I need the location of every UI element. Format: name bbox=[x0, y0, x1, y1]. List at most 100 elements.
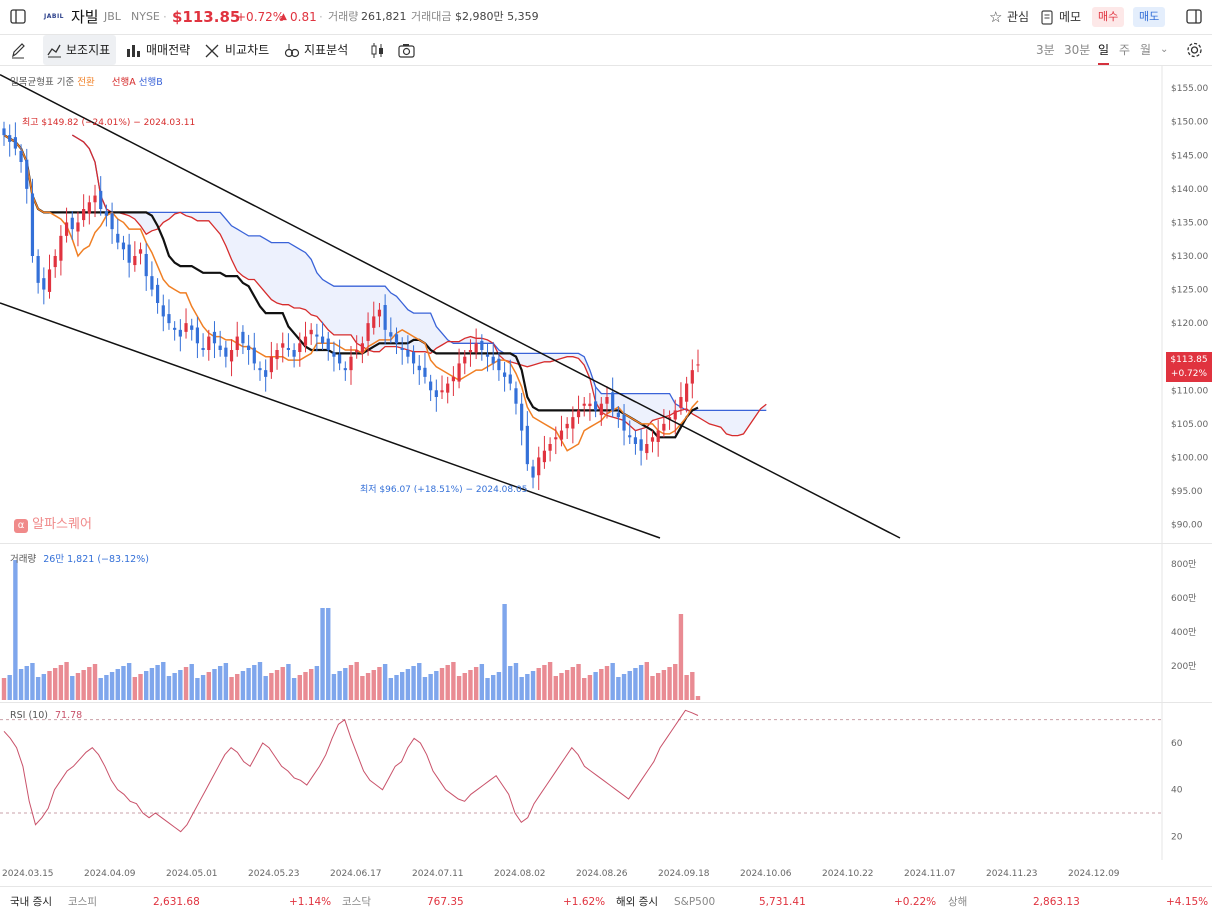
volume-bar bbox=[610, 663, 615, 700]
candle-body bbox=[594, 401, 598, 411]
volume-bar bbox=[604, 666, 610, 700]
volume-bar bbox=[502, 604, 507, 700]
up-arrow-icon: ▲ bbox=[280, 12, 287, 22]
volume-bar bbox=[41, 674, 47, 700]
analysis-button[interactable]: 지표분석 bbox=[283, 35, 348, 65]
pencil-icon[interactable] bbox=[10, 35, 26, 65]
sp500-label[interactable]: S&P500 bbox=[674, 896, 716, 908]
volume-bar bbox=[98, 678, 103, 700]
buy-button[interactable]: 매수 bbox=[1092, 7, 1125, 27]
candle-body bbox=[235, 336, 239, 350]
camera-icon[interactable] bbox=[398, 35, 416, 65]
candle-body bbox=[525, 425, 529, 465]
candle-body bbox=[446, 383, 450, 393]
volume-bar bbox=[485, 678, 490, 700]
analysis-icon bbox=[284, 44, 300, 58]
candle-body bbox=[366, 323, 370, 341]
candle-body bbox=[667, 417, 672, 420]
volume-bar bbox=[547, 662, 553, 700]
price-chart[interactable]: $155.00 $150.00 $145.00 $140.00 $135.00 $130.… bbox=[0, 66, 1212, 544]
compare-button[interactable]: 비교차트 bbox=[204, 35, 269, 65]
candle-body bbox=[76, 222, 80, 232]
candle-body bbox=[195, 327, 200, 344]
volume-bar bbox=[673, 664, 678, 700]
volume-bar bbox=[627, 671, 632, 700]
volume-bar bbox=[70, 676, 75, 700]
period-month[interactable]: 월 bbox=[1140, 43, 1152, 57]
panel-toggle-icon[interactable] bbox=[1186, 0, 1202, 34]
gear-icon[interactable] bbox=[1186, 35, 1203, 65]
candle-body bbox=[93, 195, 97, 203]
date-tick-label: 2024.05.23 bbox=[248, 869, 300, 879]
memo-button[interactable]: 메모 bbox=[1059, 10, 1082, 24]
period-3min[interactable]: 3분 bbox=[1036, 43, 1055, 57]
volume-bar bbox=[678, 614, 684, 700]
sell-button[interactable]: 매도 bbox=[1133, 7, 1166, 27]
candle-body bbox=[212, 331, 217, 344]
volume-bar bbox=[257, 662, 263, 700]
volume-tick-label: 400만 bbox=[1171, 627, 1196, 638]
header-bar: JABIL 자빌 JBL NYSE · $113.85 +0.72% ▲ 0.8… bbox=[0, 0, 1212, 35]
volume-bar bbox=[64, 662, 69, 700]
volume-bar bbox=[553, 676, 558, 700]
candle-body bbox=[30, 193, 35, 256]
candle-body bbox=[372, 316, 376, 328]
candle-body bbox=[173, 327, 177, 330]
period-day[interactable]: 일 bbox=[1098, 35, 1110, 65]
candle-body bbox=[121, 242, 126, 250]
shanghai-label[interactable]: 상해 bbox=[948, 896, 968, 908]
candle-body bbox=[400, 347, 404, 350]
volume-bar bbox=[519, 677, 524, 700]
sidebar-toggle-icon[interactable] bbox=[10, 0, 26, 34]
candle-body bbox=[599, 403, 603, 416]
watch-button[interactable]: 관심 bbox=[1007, 10, 1030, 24]
volume-bar bbox=[81, 670, 86, 700]
star-icon[interactable]: ☆ bbox=[989, 8, 1003, 26]
candle-type-icon[interactable] bbox=[370, 35, 386, 65]
date-axis: 2024.03.15 2024.04.09 2024.05.01 2024.05.23… bbox=[2, 869, 1120, 879]
candle-body bbox=[423, 367, 427, 377]
strategy-button[interactable]: 매매전략 bbox=[125, 35, 190, 65]
compare-label: 비교차트 bbox=[225, 43, 270, 57]
kospi-change: +1.14% bbox=[289, 896, 332, 908]
kospi-label[interactable]: 코스피 bbox=[68, 896, 97, 908]
candle-body bbox=[685, 383, 689, 402]
candle-body bbox=[559, 430, 564, 440]
rsi-chart[interactable]: 60 40 20 bbox=[0, 703, 1212, 860]
volume-bar bbox=[240, 671, 246, 700]
kosdaq-label[interactable]: 코스닥 bbox=[342, 896, 371, 908]
volume-bar bbox=[661, 670, 667, 700]
candle-body bbox=[218, 345, 222, 350]
candle-body bbox=[611, 392, 615, 411]
price-tick-label: $100.00 bbox=[1171, 453, 1208, 463]
candle-body bbox=[628, 435, 632, 438]
indicators-button[interactable]: 보조지표 bbox=[43, 35, 116, 65]
chevron-down-icon[interactable]: ⌄ bbox=[1160, 44, 1169, 55]
candle-body bbox=[656, 430, 660, 442]
period-30min[interactable]: 30분 bbox=[1064, 43, 1091, 57]
candle-body bbox=[679, 397, 683, 409]
candle-body bbox=[13, 137, 17, 149]
candle-body bbox=[292, 350, 296, 357]
volume-bar bbox=[616, 677, 621, 700]
memo-icon[interactable] bbox=[1041, 0, 1053, 34]
volume-bar bbox=[564, 670, 570, 700]
volume-bar bbox=[360, 676, 365, 700]
volume-bar bbox=[513, 663, 519, 700]
volume-chart[interactable]: 800만 600만 400만 200만 bbox=[0, 544, 1212, 702]
volume-bar bbox=[576, 664, 581, 700]
candle-body bbox=[19, 150, 23, 162]
rsi-tick-label: 60 bbox=[1171, 739, 1183, 749]
volume-bar bbox=[166, 676, 172, 700]
volume-bar bbox=[650, 676, 655, 700]
period-week[interactable]: 주 bbox=[1119, 43, 1131, 57]
volume-bar bbox=[195, 678, 200, 700]
candle-body bbox=[343, 368, 347, 371]
volume-bar bbox=[354, 662, 359, 700]
candle-body bbox=[275, 350, 279, 360]
sp500-change: +0.22% bbox=[894, 896, 937, 908]
candle-body bbox=[150, 276, 154, 290]
analysis-label: 지표분석 bbox=[304, 43, 349, 57]
volume-bar bbox=[525, 674, 530, 700]
candle-body bbox=[502, 372, 507, 377]
